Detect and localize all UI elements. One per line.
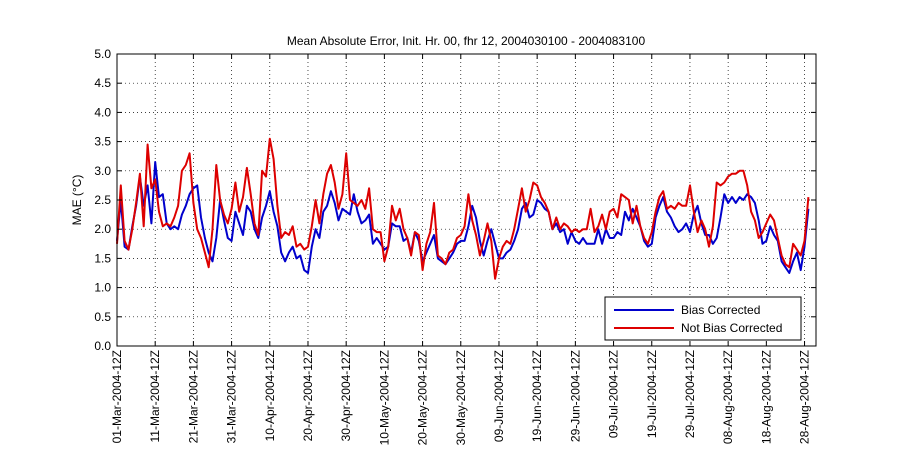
x-tick-label: 31-Mar-2004-12Z (225, 350, 239, 443)
y-tick-label: 2.0 (94, 222, 111, 236)
y-tick-label: 5.0 (94, 47, 111, 61)
y-tick-label: 4.0 (94, 105, 111, 119)
x-tick-label: 30-Apr-2004-12Z (339, 350, 353, 441)
y-tick-label: 0.5 (94, 310, 111, 324)
x-axis: 01-Mar-2004-12Z 11-Mar-2004-12Z 21-Mar-200… (110, 54, 812, 445)
x-tick-label: 30-May-2004-12Z (454, 350, 468, 445)
legend: Bias Corrected Not Bias Corrected (604, 296, 802, 341)
x-tick-label: 11-Mar-2004-12Z (148, 350, 162, 442)
y-axis-label: MAE (°C) (70, 175, 84, 226)
y-tick-label: 1.0 (94, 281, 111, 295)
x-tick-label: 21-Mar-2004-12Z (186, 350, 200, 443)
x-tick-label: 10-May-2004-12Z (377, 350, 391, 445)
x-tick-label: 09-Jun-2004-12Z (492, 350, 506, 442)
x-tick-label: 10-Apr-2004-12Z (263, 350, 277, 441)
x-tick-label: 08-Aug-2004-12Z (721, 350, 735, 444)
x-tick-label: 19-Jul-2004-12Z (645, 350, 659, 438)
y-tick-label: 2.5 (94, 193, 111, 207)
x-tick-label: 19-Jun-2004-12Z (530, 350, 544, 442)
y-tick-label: 4.5 (94, 76, 111, 90)
x-tick-label: 09-Jul-2004-12Z (607, 350, 621, 438)
y-tick-label: 1.5 (94, 251, 111, 265)
x-tick-label: 29-Jul-2004-12Z (683, 350, 697, 438)
y-tick-label: 3.0 (94, 164, 111, 178)
legend-box (604, 296, 802, 341)
x-tick-label: 20-May-2004-12Z (416, 350, 430, 445)
y-tick-label: 3.5 (94, 135, 111, 149)
x-tick-label: 01-Mar-2004-12Z (110, 350, 124, 443)
plot-series (116, 137, 810, 280)
x-tick-label: 28-Aug-2004-12Z (798, 350, 812, 444)
y-tick-label: 0.0 (94, 339, 111, 353)
x-tick-label: 20-Apr-2004-12Z (301, 350, 315, 441)
legend-label-bias-corrected: Bias Corrected (681, 303, 760, 317)
chart-title: Mean Absolute Error, Init. Hr. 00, fhr 1… (287, 34, 646, 48)
x-tick-label: 29-Jun-2004-12Z (568, 350, 582, 442)
series-line-not-bias-corrected (116, 137, 810, 280)
series-line-bias-corrected (116, 161, 810, 274)
y-axis: 0.0 0.5 1.0 1.5 2.0 2.5 3.0 3.5 4.0 4.5 5.0 (94, 47, 816, 353)
legend-label-not-bias-corrected: Not Bias Corrected (681, 321, 782, 335)
x-tick-label: 18-Aug-2004-12Z (759, 350, 773, 444)
